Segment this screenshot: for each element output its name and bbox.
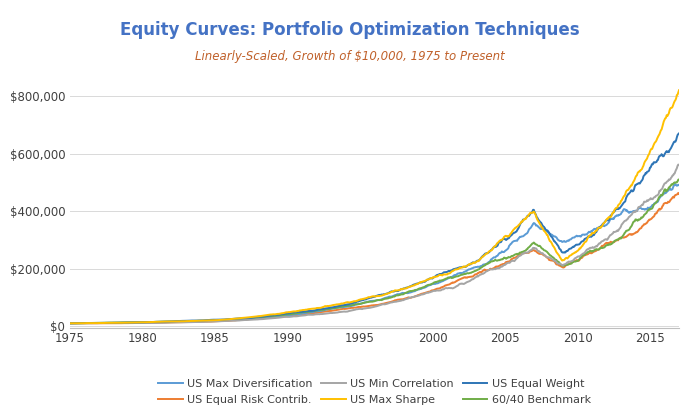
US Max Sharpe [370, 294, 378, 299]
Line: US Equal Weight: US Equal Weight [70, 134, 679, 323]
US Max Diversification [221, 318, 230, 323]
US Max Sharpe [220, 317, 229, 322]
US Max Diversification [82, 321, 90, 326]
US Max Diversification [66, 321, 74, 326]
US Min Correlation [370, 304, 378, 310]
US Equal Risk Contrib. [674, 190, 682, 195]
US Max Sharpe [405, 284, 414, 289]
US Max Diversification [406, 290, 414, 295]
Legend: US Max Diversification, US Equal Risk Contrib., US Min Correlation, US Max Sharp: US Max Diversification, US Equal Risk Co… [154, 375, 595, 410]
US Equal Weight [221, 317, 230, 322]
60/40 Benchmark [220, 318, 229, 323]
US Min Correlation [405, 295, 414, 300]
US Min Correlation [220, 318, 229, 323]
Text: Equity Curves: Portfolio Optimization Techniques: Equity Curves: Portfolio Optimization Te… [120, 21, 580, 39]
US Max Diversification [371, 298, 379, 303]
US Equal Risk Contrib. [409, 294, 417, 299]
US Equal Weight [675, 131, 683, 136]
US Equal Weight [477, 255, 485, 260]
US Equal Weight [66, 321, 74, 326]
US Equal Risk Contrib. [327, 308, 335, 313]
Line: US Equal Risk Contrib.: US Equal Risk Contrib. [70, 193, 679, 323]
US Equal Weight [406, 284, 414, 289]
US Max Diversification [409, 289, 417, 294]
US Equal Risk Contrib. [371, 303, 379, 308]
US Equal Weight [371, 294, 379, 299]
Line: US Max Sharpe: US Max Sharpe [70, 90, 679, 323]
US Max Sharpe [476, 257, 484, 262]
US Min Correlation [675, 163, 683, 168]
US Min Correlation [326, 310, 335, 315]
Line: US Max Diversification: US Max Diversification [70, 184, 679, 323]
US Max Sharpe [675, 88, 683, 93]
US Equal Risk Contrib. [66, 321, 74, 326]
US Max Sharpe [408, 284, 416, 289]
US Max Diversification [327, 306, 335, 311]
US Min Correlation [408, 294, 416, 299]
US Max Sharpe [326, 303, 335, 308]
Line: US Min Correlation: US Min Correlation [70, 165, 679, 323]
US Min Correlation [674, 162, 682, 167]
US Max Diversification [671, 181, 680, 186]
US Equal Risk Contrib. [675, 191, 683, 196]
US Equal Risk Contrib. [92, 321, 100, 326]
US Equal Risk Contrib. [477, 270, 485, 275]
60/40 Benchmark [408, 288, 416, 293]
60/40 Benchmark [326, 306, 335, 311]
US Min Correlation [476, 272, 484, 277]
US Max Diversification [477, 263, 485, 268]
60/40 Benchmark [405, 289, 414, 294]
US Equal Risk Contrib. [221, 318, 230, 323]
60/40 Benchmark [675, 177, 683, 182]
US Max Diversification [675, 183, 683, 188]
60/40 Benchmark [476, 266, 484, 271]
US Min Correlation [66, 321, 74, 326]
60/40 Benchmark [66, 321, 74, 326]
US Equal Risk Contrib. [406, 295, 414, 300]
US Equal Weight [409, 282, 417, 287]
Line: 60/40 Benchmark: 60/40 Benchmark [70, 179, 679, 323]
60/40 Benchmark [370, 299, 378, 304]
US Equal Weight [66, 321, 75, 326]
Text: Linearly-Scaled, Growth of $10,000, 1975 to Present: Linearly-Scaled, Growth of $10,000, 1975… [195, 50, 505, 63]
US Equal Weight [327, 305, 335, 310]
US Max Sharpe [66, 321, 74, 326]
